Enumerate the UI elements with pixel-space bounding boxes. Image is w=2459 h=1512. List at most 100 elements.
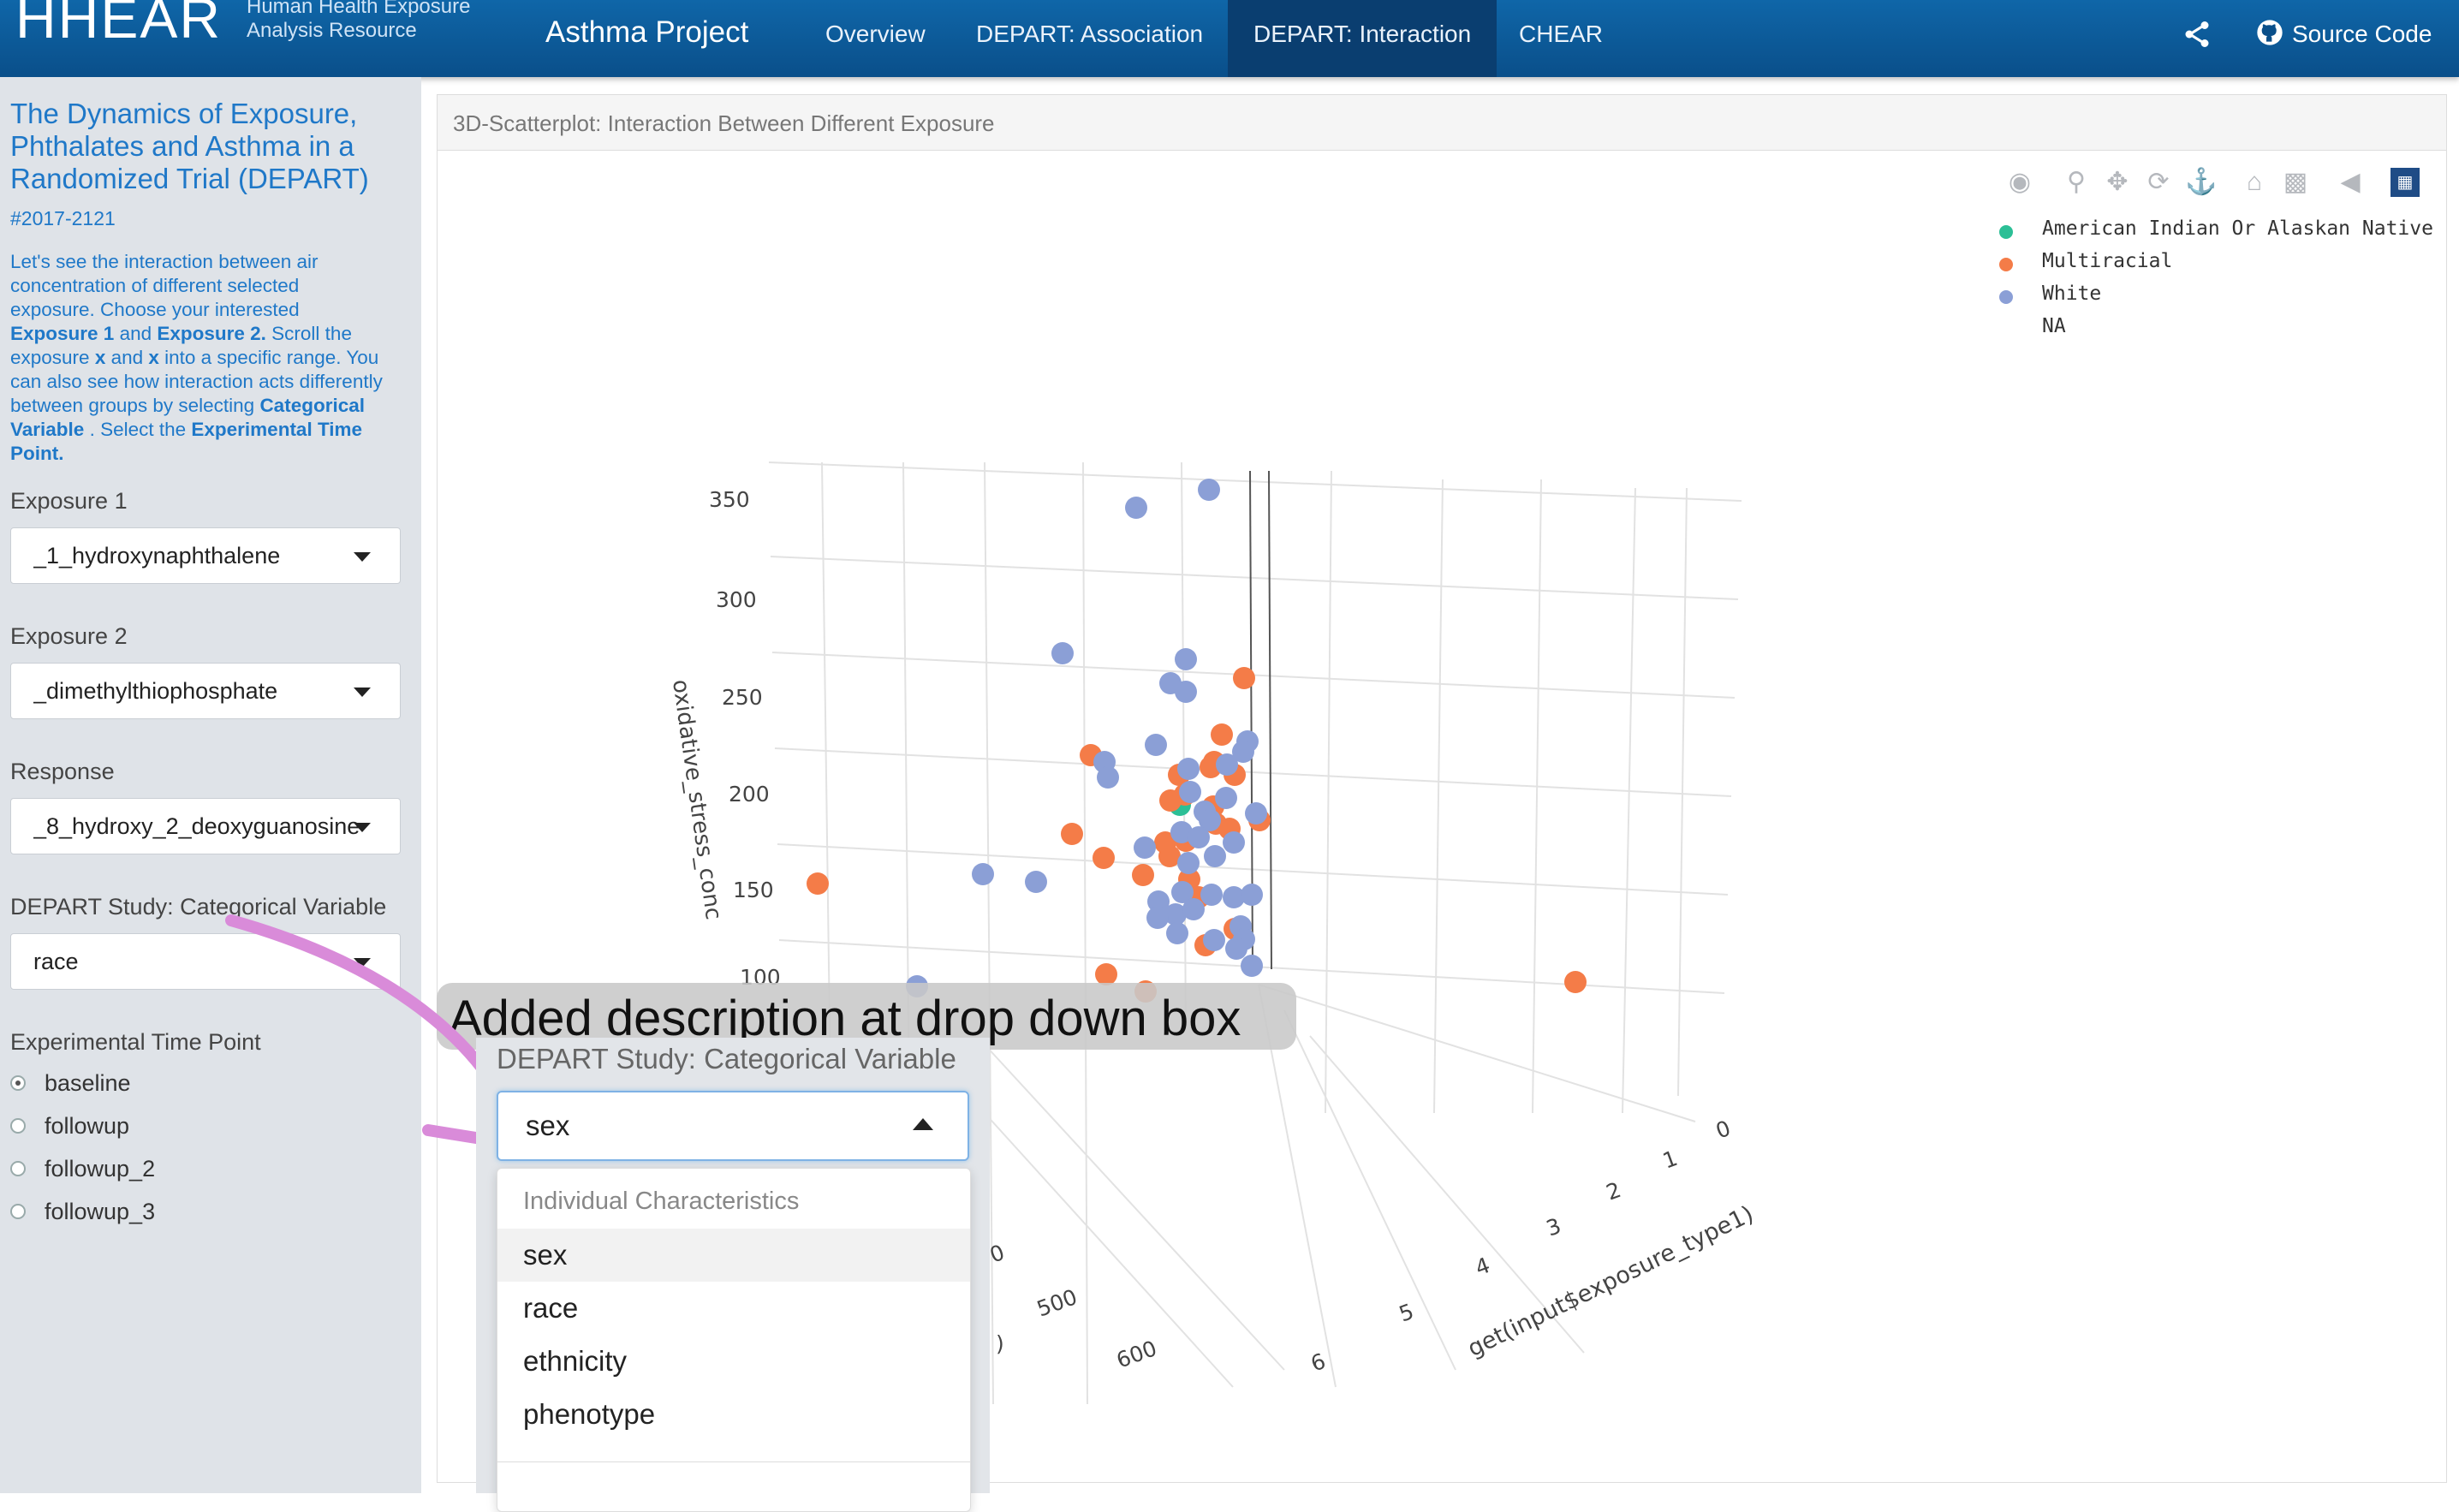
scatter-point[interactable]	[1175, 681, 1197, 703]
scatter-point[interactable]	[1188, 826, 1210, 848]
dropdown-select-open[interactable]: sex	[497, 1091, 969, 1161]
nav-depart-association[interactable]: DEPART: Association	[976, 21, 1204, 47]
option-label: ethnicity	[523, 1345, 628, 1377]
orbit-icon[interactable]: ⟳	[2147, 168, 2170, 196]
scatter-point[interactable]	[1095, 963, 1117, 985]
scatter-point[interactable]	[1134, 836, 1156, 859]
hhear-logo[interactable]: HHEAR	[15, 0, 223, 50]
option-label: sex	[523, 1239, 568, 1271]
dropdown-value: sex	[526, 1110, 570, 1141]
scatter-point[interactable]	[807, 872, 829, 895]
scatter-point[interactable]	[1199, 809, 1221, 831]
scatter-point[interactable]	[1215, 787, 1237, 809]
plotly-logo-icon[interactable]: ▦	[2391, 168, 2420, 197]
scatter-point[interactable]	[1171, 881, 1194, 903]
legend-swatch	[1999, 290, 2013, 304]
scatter-point[interactable]	[972, 863, 994, 885]
scatter-point[interactable]	[1564, 971, 1587, 993]
nav-depart-interaction[interactable]: DEPART: Interaction	[1228, 0, 1497, 77]
exposure1-select[interactable]: _1_hydroxynaphthalene	[10, 527, 401, 584]
scatter-point[interactable]	[1145, 734, 1167, 756]
exposure2-select[interactable]: _dimethylthiophosphate	[10, 663, 401, 719]
dropdown-option-race[interactable]: race	[497, 1282, 970, 1335]
annotation-text: Added description at drop down box	[449, 991, 1241, 1046]
scatter-point[interactable]	[1241, 884, 1263, 906]
exposure1-label: Exposure 1	[10, 488, 128, 514]
scatter-point[interactable]	[1204, 845, 1226, 867]
dropdown-option-phenotype[interactable]: phenotype	[497, 1388, 970, 1441]
y-tick-label: 4	[1472, 1253, 1493, 1281]
scatter-point[interactable]	[1164, 903, 1187, 926]
scatter-point[interactable]	[1093, 847, 1115, 869]
scatter-point[interactable]	[1223, 886, 1245, 908]
camera-video-icon[interactable]: ▩	[2283, 168, 2308, 196]
brand-title[interactable]: Asthma Project	[545, 15, 749, 49]
nav-overview[interactable]: Overview	[825, 21, 926, 47]
y-tick-label: 3	[1543, 1213, 1564, 1241]
scatter-point[interactable]	[1198, 479, 1220, 501]
scatter-point[interactable]	[1182, 898, 1205, 920]
caret-down-icon	[354, 552, 371, 562]
radio-dot[interactable]	[10, 1161, 26, 1176]
y-tick-label: 1	[1659, 1146, 1681, 1174]
caret-down-icon	[354, 688, 371, 697]
nav-chear[interactable]: CHEAR	[1519, 21, 1604, 47]
logo-subtitle: Human Health Exposure Analysis Resource	[247, 0, 470, 43]
navbar: HHEAR Human Health Exposure Analysis Res…	[0, 0, 2459, 77]
z-tick-label: 150	[733, 878, 774, 902]
radio-dot[interactable]	[10, 1204, 26, 1219]
exposure2-label: Exposure 2	[10, 623, 128, 649]
scatter-point[interactable]	[1175, 648, 1197, 670]
github-icon[interactable]	[2256, 19, 2283, 46]
dropdown-option-ethnicity[interactable]: ethnicity	[497, 1335, 970, 1388]
panel-title: 3D-Scatterplot: Interaction Between Diff…	[453, 110, 995, 136]
y-axis-ticks: 0 1 2 3 4 5 6	[1307, 1116, 1734, 1377]
scatter-point[interactable]	[1211, 723, 1233, 746]
study-title: The Dynamics of Exposure, Phthalates and…	[10, 98, 369, 194]
radio-dot[interactable]	[10, 1118, 26, 1134]
scatter-point[interactable]	[1232, 741, 1254, 763]
home-icon[interactable]: ⌂	[2246, 168, 2263, 196]
scatter-point[interactable]	[1166, 922, 1188, 944]
scatter-point[interactable]	[1225, 938, 1247, 960]
turntable-icon[interactable]: ⚓	[2185, 168, 2218, 196]
y-axis-label: get(input$exposure_type1)	[1463, 1200, 1758, 1362]
response-select[interactable]: _8_hydroxy_2_deoxyguanosine	[10, 798, 401, 854]
z-tick-label: 200	[729, 782, 770, 807]
pan-icon[interactable]: ✥	[2106, 168, 2129, 196]
scatter-point[interactable]	[1216, 753, 1238, 776]
scatter-point[interactable]	[1146, 907, 1169, 929]
scatter-point[interactable]	[1132, 864, 1154, 886]
dropdown-label: DEPART Study: Categorical Variable	[497, 1043, 956, 1074]
source-code-link[interactable]: Source Code	[2292, 21, 2432, 47]
scatter-point[interactable]	[1177, 852, 1200, 874]
scatter-point[interactable]	[1025, 871, 1047, 893]
z-tick-label: 350	[709, 487, 750, 512]
scatter-point[interactable]	[1245, 802, 1267, 824]
scatter-point[interactable]	[1203, 929, 1225, 951]
scatter-point[interactable]	[1170, 821, 1193, 843]
scatter-point[interactable]	[1223, 831, 1245, 854]
scatter-point[interactable]	[1061, 823, 1083, 845]
option-label: race	[523, 1292, 579, 1324]
legend-label: NA	[2042, 315, 2066, 337]
scatter-point[interactable]	[1200, 884, 1223, 906]
scatter-point[interactable]	[1147, 890, 1170, 913]
x-tick-label: 500	[1033, 1284, 1081, 1322]
hover-icon[interactable]: ◀	[2340, 168, 2361, 196]
scatter-point[interactable]	[1125, 497, 1147, 519]
zoom-icon[interactable]: ⚲	[2067, 168, 2086, 196]
scatter-point[interactable]	[1051, 642, 1074, 664]
scatter-point[interactable]	[1177, 758, 1200, 780]
dropdown-option-sex[interactable]: sex	[497, 1229, 970, 1282]
share-icon[interactable]	[2182, 19, 2212, 50]
y-tick-label: 2	[1603, 1177, 1624, 1205]
scatter-point[interactable]	[1241, 955, 1263, 977]
scatter-point[interactable]	[1097, 766, 1119, 789]
scatter-point[interactable]	[1233, 667, 1255, 689]
scatter-point[interactable]	[1179, 781, 1201, 803]
camera-icon[interactable]: ◉	[2008, 168, 2032, 196]
scatter-point[interactable]	[1158, 845, 1181, 867]
radio-dot[interactable]	[10, 1075, 26, 1091]
